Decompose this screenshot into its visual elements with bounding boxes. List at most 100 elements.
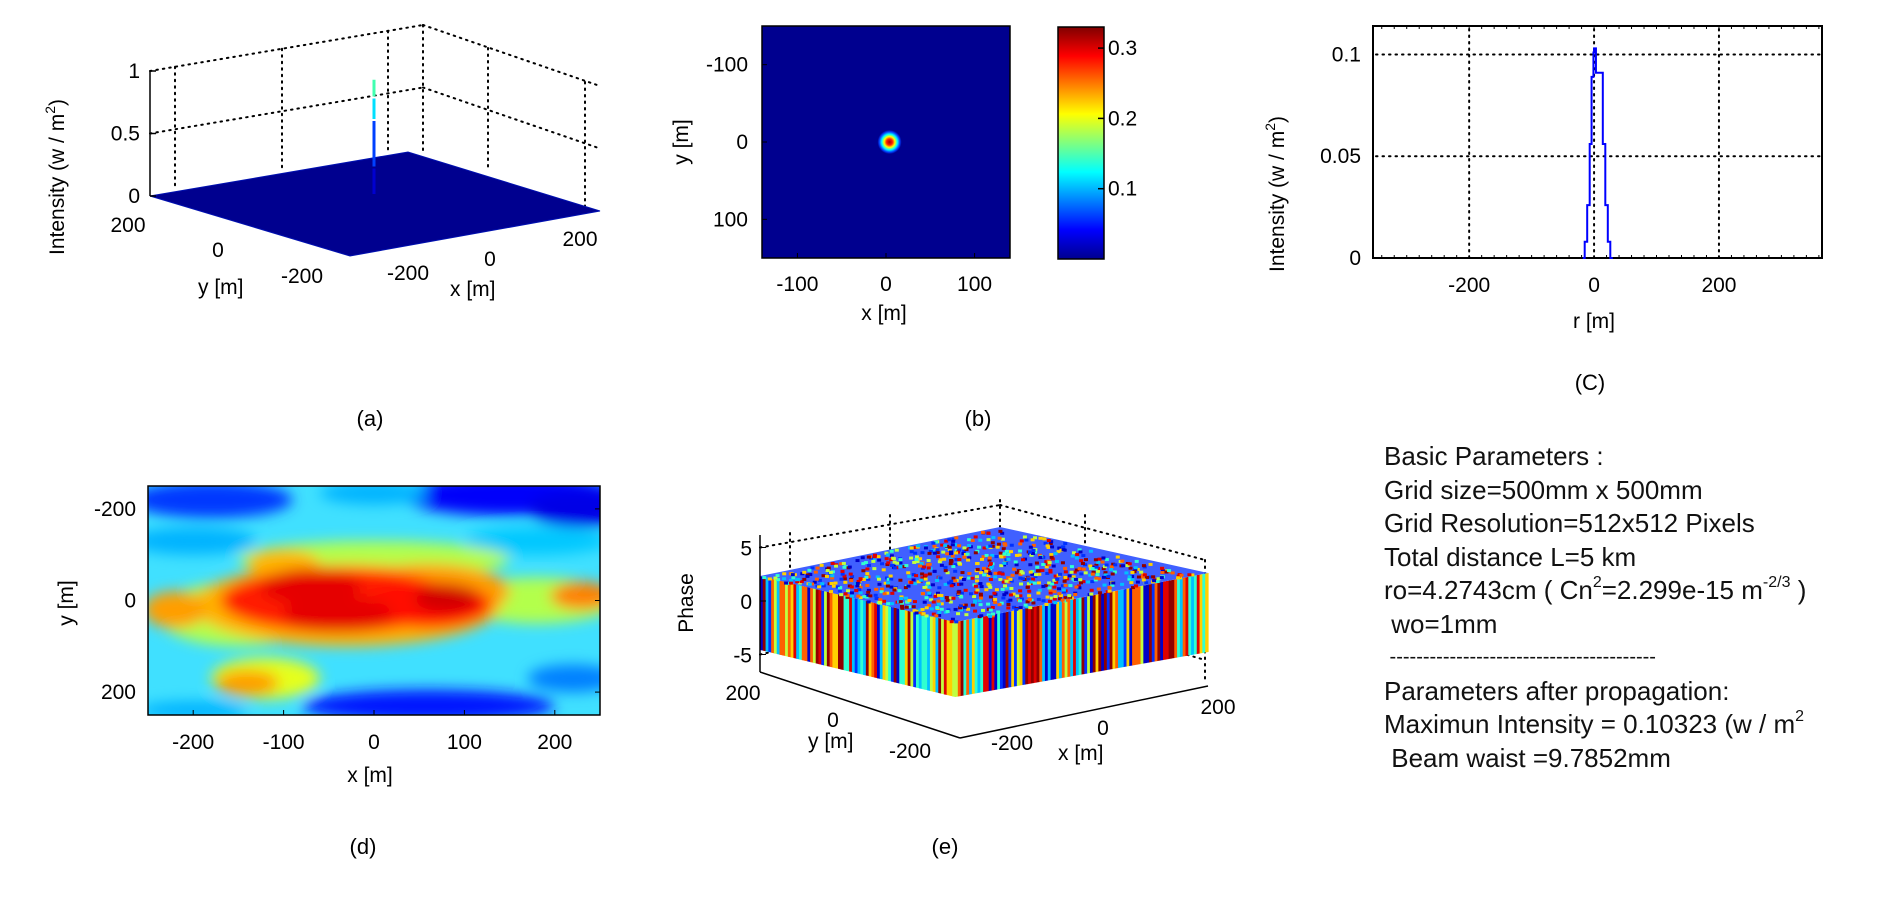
panel-e-top-speckle <box>808 573 813 577</box>
panel-e-top-speckle <box>858 585 863 589</box>
panel-e-top-speckle <box>1010 573 1015 577</box>
panel-e-top-speckle <box>1073 577 1078 581</box>
panel-e-face-strip <box>943 619 948 695</box>
panel-e-top-speckle <box>1015 594 1020 598</box>
panel-e-top-speckle <box>1078 578 1083 582</box>
panel-e-top-speckle <box>973 584 978 588</box>
panel-e-top-speckle <box>978 538 983 542</box>
panel-e-floor-axes-right <box>959 685 1209 739</box>
panel-e-top-speckle <box>1009 543 1014 547</box>
panel-e-face-strip <box>877 603 881 679</box>
panel-e-top-speckle <box>833 581 838 585</box>
panel-e-top-speckle <box>997 571 1002 575</box>
panel-d-x-tick-label: 100 <box>447 731 482 754</box>
panel-e-face-strip <box>857 599 861 675</box>
panel-e-top-speckle <box>1044 602 1049 606</box>
panel-e-top-speckle <box>1004 558 1009 562</box>
panel-e-top-speckle <box>887 602 892 606</box>
panel-e-top-speckle <box>1018 542 1023 546</box>
panel-e-face-strip <box>971 618 976 694</box>
panel-e-face-strip <box>1148 583 1153 663</box>
panel-e-top-speckle <box>879 590 884 594</box>
panel-e-top-speckle <box>1002 552 1007 556</box>
panel-d-x-tick-label: -100 <box>263 731 305 754</box>
panel-e-face-strip <box>785 581 789 657</box>
panel-e-top-speckle <box>1094 576 1099 580</box>
panel-e-top-speckle <box>920 576 925 580</box>
panel-e-top-speckle <box>1049 540 1054 544</box>
panel-e-top-speckle <box>1148 575 1153 579</box>
panel-e-top-speckle <box>949 550 954 554</box>
panel-e-top-speckle <box>1080 561 1085 565</box>
panel-e-top-speckle <box>921 612 926 616</box>
panel-e-top-speckle <box>1049 555 1054 559</box>
panel-e-top-speckle <box>1067 574 1072 578</box>
panel-a-gridline <box>149 24 424 72</box>
panel-e-top-speckle <box>1028 545 1033 549</box>
panel-e-top-speckle <box>927 585 932 589</box>
panel-e-top-speckle <box>1004 579 1009 583</box>
panel-d-x-tick-label: -200 <box>172 731 214 754</box>
panel-e-top-speckle <box>918 557 923 561</box>
colorbar-tick-label: 0.2 <box>1108 107 1137 130</box>
panel-e-top-speckle <box>1132 570 1137 574</box>
panel-e-face-strip <box>846 596 850 672</box>
panel-e-top-speckle <box>1140 575 1145 579</box>
panel-e-top-speckle <box>1060 598 1065 602</box>
panel-e-face-strip <box>941 618 945 695</box>
panel-e-top-speckle <box>1052 578 1057 582</box>
panel-e-face-strip <box>835 593 839 669</box>
panel-e-face-strip <box>885 605 889 681</box>
panel-e-top-speckle <box>1018 594 1023 598</box>
panel-e-top-speckle <box>1053 601 1058 605</box>
panel-e-top-speckle <box>994 555 999 559</box>
panel-e-top-speckle <box>1009 586 1014 590</box>
panel-e-face-strip <box>1036 605 1040 683</box>
panel-e-top-speckle <box>944 539 949 543</box>
panel-e-top-speckle <box>831 584 836 588</box>
panel-e-top-speckle <box>1133 566 1138 570</box>
panel-e-top-speckle <box>1011 592 1016 596</box>
panel-e-top-speckle <box>1091 565 1096 569</box>
panel-e-top-speckle <box>949 559 954 563</box>
panel-e-top-speckle <box>999 564 1004 568</box>
panel-e-top-speckle <box>1068 595 1073 599</box>
panel-e-top-speckle <box>957 544 962 548</box>
panel-e-top-speckle <box>926 566 931 570</box>
panel-e-top-speckle <box>1141 564 1146 568</box>
panel-e-top-speckle <box>923 573 928 577</box>
panel-e-top-speckle <box>1063 599 1068 603</box>
panel-e-top-speckle <box>1074 556 1079 560</box>
panel-e-top-speckle <box>1083 563 1088 567</box>
panel-e-top-speckle <box>929 607 934 611</box>
panel-e-top-speckle <box>945 552 950 556</box>
panel-e-top-speckle <box>935 551 940 555</box>
panel-e-face-strip <box>1073 598 1077 676</box>
panel-e-top-speckle <box>1060 561 1065 565</box>
panel-e-top-speckle <box>1096 560 1101 564</box>
panel-e-top-speckle <box>898 565 903 569</box>
panel-e-face-strip <box>1165 580 1170 660</box>
panel-e-top-speckle <box>1129 581 1134 585</box>
panel-e-top-speckle <box>1065 598 1070 602</box>
panel-e-face-strip <box>1101 593 1105 671</box>
panel-e-top-speckle <box>1127 562 1132 566</box>
panel-e-top-speckle <box>867 563 872 567</box>
panel-e-face-strip <box>1132 587 1136 666</box>
panel-e-top-speckle <box>1030 538 1035 542</box>
panel-e-top-speckle <box>981 568 986 572</box>
panel-d-caption: (d) <box>350 834 377 859</box>
panel-e-top-speckle <box>959 595 964 599</box>
panel-e-top-speckle <box>905 600 910 604</box>
panel-a-x-tick-label: 0 <box>484 248 496 271</box>
panel-e-top-speckle <box>843 592 848 596</box>
panel-b-x-tick-label: 0 <box>880 273 892 296</box>
panel-e-top-speckle <box>866 600 871 604</box>
panel-e-top-speckle <box>999 555 1004 559</box>
panel-e-top-speckle <box>877 582 882 586</box>
panel-e-top-speckle <box>947 548 952 552</box>
panel-e-top-speckle <box>830 561 835 565</box>
panel-e-face-strip <box>1002 612 1007 689</box>
panel-e-top-speckle <box>934 614 939 618</box>
panel-e-top-speckle <box>913 551 918 555</box>
